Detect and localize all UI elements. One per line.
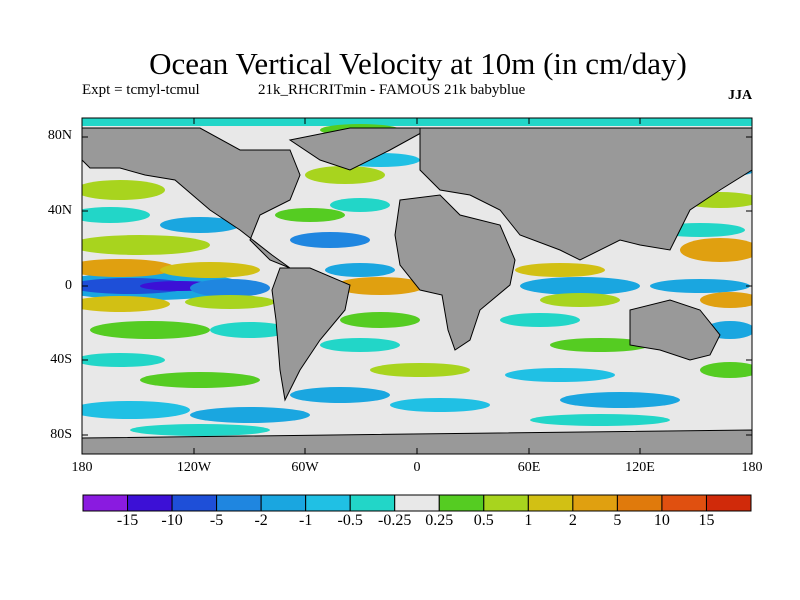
axis-ticks bbox=[82, 118, 752, 454]
colorbar-tick-label: -5 bbox=[209, 512, 224, 529]
lat-label-40n: 40N bbox=[47, 203, 72, 218]
lon-label-180e: 180 bbox=[741, 460, 763, 475]
land-masses bbox=[82, 127, 752, 454]
colorbar-swatch bbox=[616, 494, 663, 512]
antarctica bbox=[82, 429, 752, 454]
colorbar-tick-label: 2 bbox=[568, 512, 577, 529]
lon-label-120w: 120W bbox=[176, 460, 212, 475]
colorbar-swatch bbox=[260, 494, 307, 512]
colorbar-tick-label: 15 bbox=[698, 512, 715, 529]
colorbar-swatch bbox=[572, 494, 618, 512]
colorbar-swatch bbox=[216, 494, 262, 512]
lat-label-40s: 40S bbox=[50, 352, 72, 367]
australia bbox=[629, 299, 721, 361]
lon-label-0: 0 bbox=[413, 460, 421, 475]
colorbar-tick-label: 0.25 bbox=[425, 512, 454, 529]
run-comparison-label: 21k_RHCRITmin - FAMOUS 21k babyblue bbox=[258, 82, 526, 98]
chart-title: Ocean Vertical Velocity at 10m (in cm/da… bbox=[149, 46, 687, 81]
colorbar-tick-label: -10 bbox=[161, 512, 183, 529]
lon-label-60e: 60E bbox=[517, 460, 541, 475]
colorbar-tick-label: 10 bbox=[653, 512, 670, 529]
colorbar-swatch bbox=[349, 494, 396, 512]
colorbar-tick-label: 1 bbox=[524, 512, 533, 529]
colorbar-swatch bbox=[483, 494, 529, 512]
colorbar-tick-label: -0.5 bbox=[337, 512, 363, 529]
lon-label-180w: 180 bbox=[71, 460, 93, 475]
africa bbox=[394, 194, 516, 351]
south-america bbox=[271, 267, 351, 402]
colorbar-tick-label: -15 bbox=[116, 512, 139, 529]
colorbar-tick-label: 0.5 bbox=[473, 512, 494, 529]
map-plot-area bbox=[82, 118, 752, 454]
colorbar-tick-label: -2 bbox=[254, 512, 268, 529]
colorbar-swatch bbox=[305, 494, 351, 512]
colorbar-swatch bbox=[438, 494, 485, 512]
colorbar-swatch bbox=[394, 494, 440, 512]
colorbar-tick-label: 5 bbox=[613, 512, 622, 529]
eurasia bbox=[419, 127, 752, 261]
colorbar-swatch bbox=[527, 494, 574, 512]
lat-label-80s: 80S bbox=[50, 427, 72, 442]
experiment-label: Expt = tcmyl-tcmul bbox=[82, 82, 200, 98]
colorbar-swatch bbox=[171, 494, 218, 512]
lat-label-0: 0 bbox=[65, 278, 72, 293]
colorbar-tick-label: -1 bbox=[298, 512, 313, 529]
colorbar-swatch bbox=[705, 494, 752, 512]
colorbar-tick-label: -0.25 bbox=[378, 512, 412, 529]
greenland bbox=[288, 127, 431, 171]
season-label: JJA bbox=[728, 88, 753, 103]
colorbar-swatch bbox=[127, 494, 173, 512]
colorbar-swatch bbox=[82, 494, 129, 512]
lat-label-80n: 80N bbox=[47, 128, 72, 143]
lon-label-120e: 120E bbox=[625, 460, 655, 475]
colorbar-swatch bbox=[661, 494, 707, 512]
lon-label-60w: 60W bbox=[291, 460, 319, 475]
colorbar bbox=[82, 494, 752, 512]
